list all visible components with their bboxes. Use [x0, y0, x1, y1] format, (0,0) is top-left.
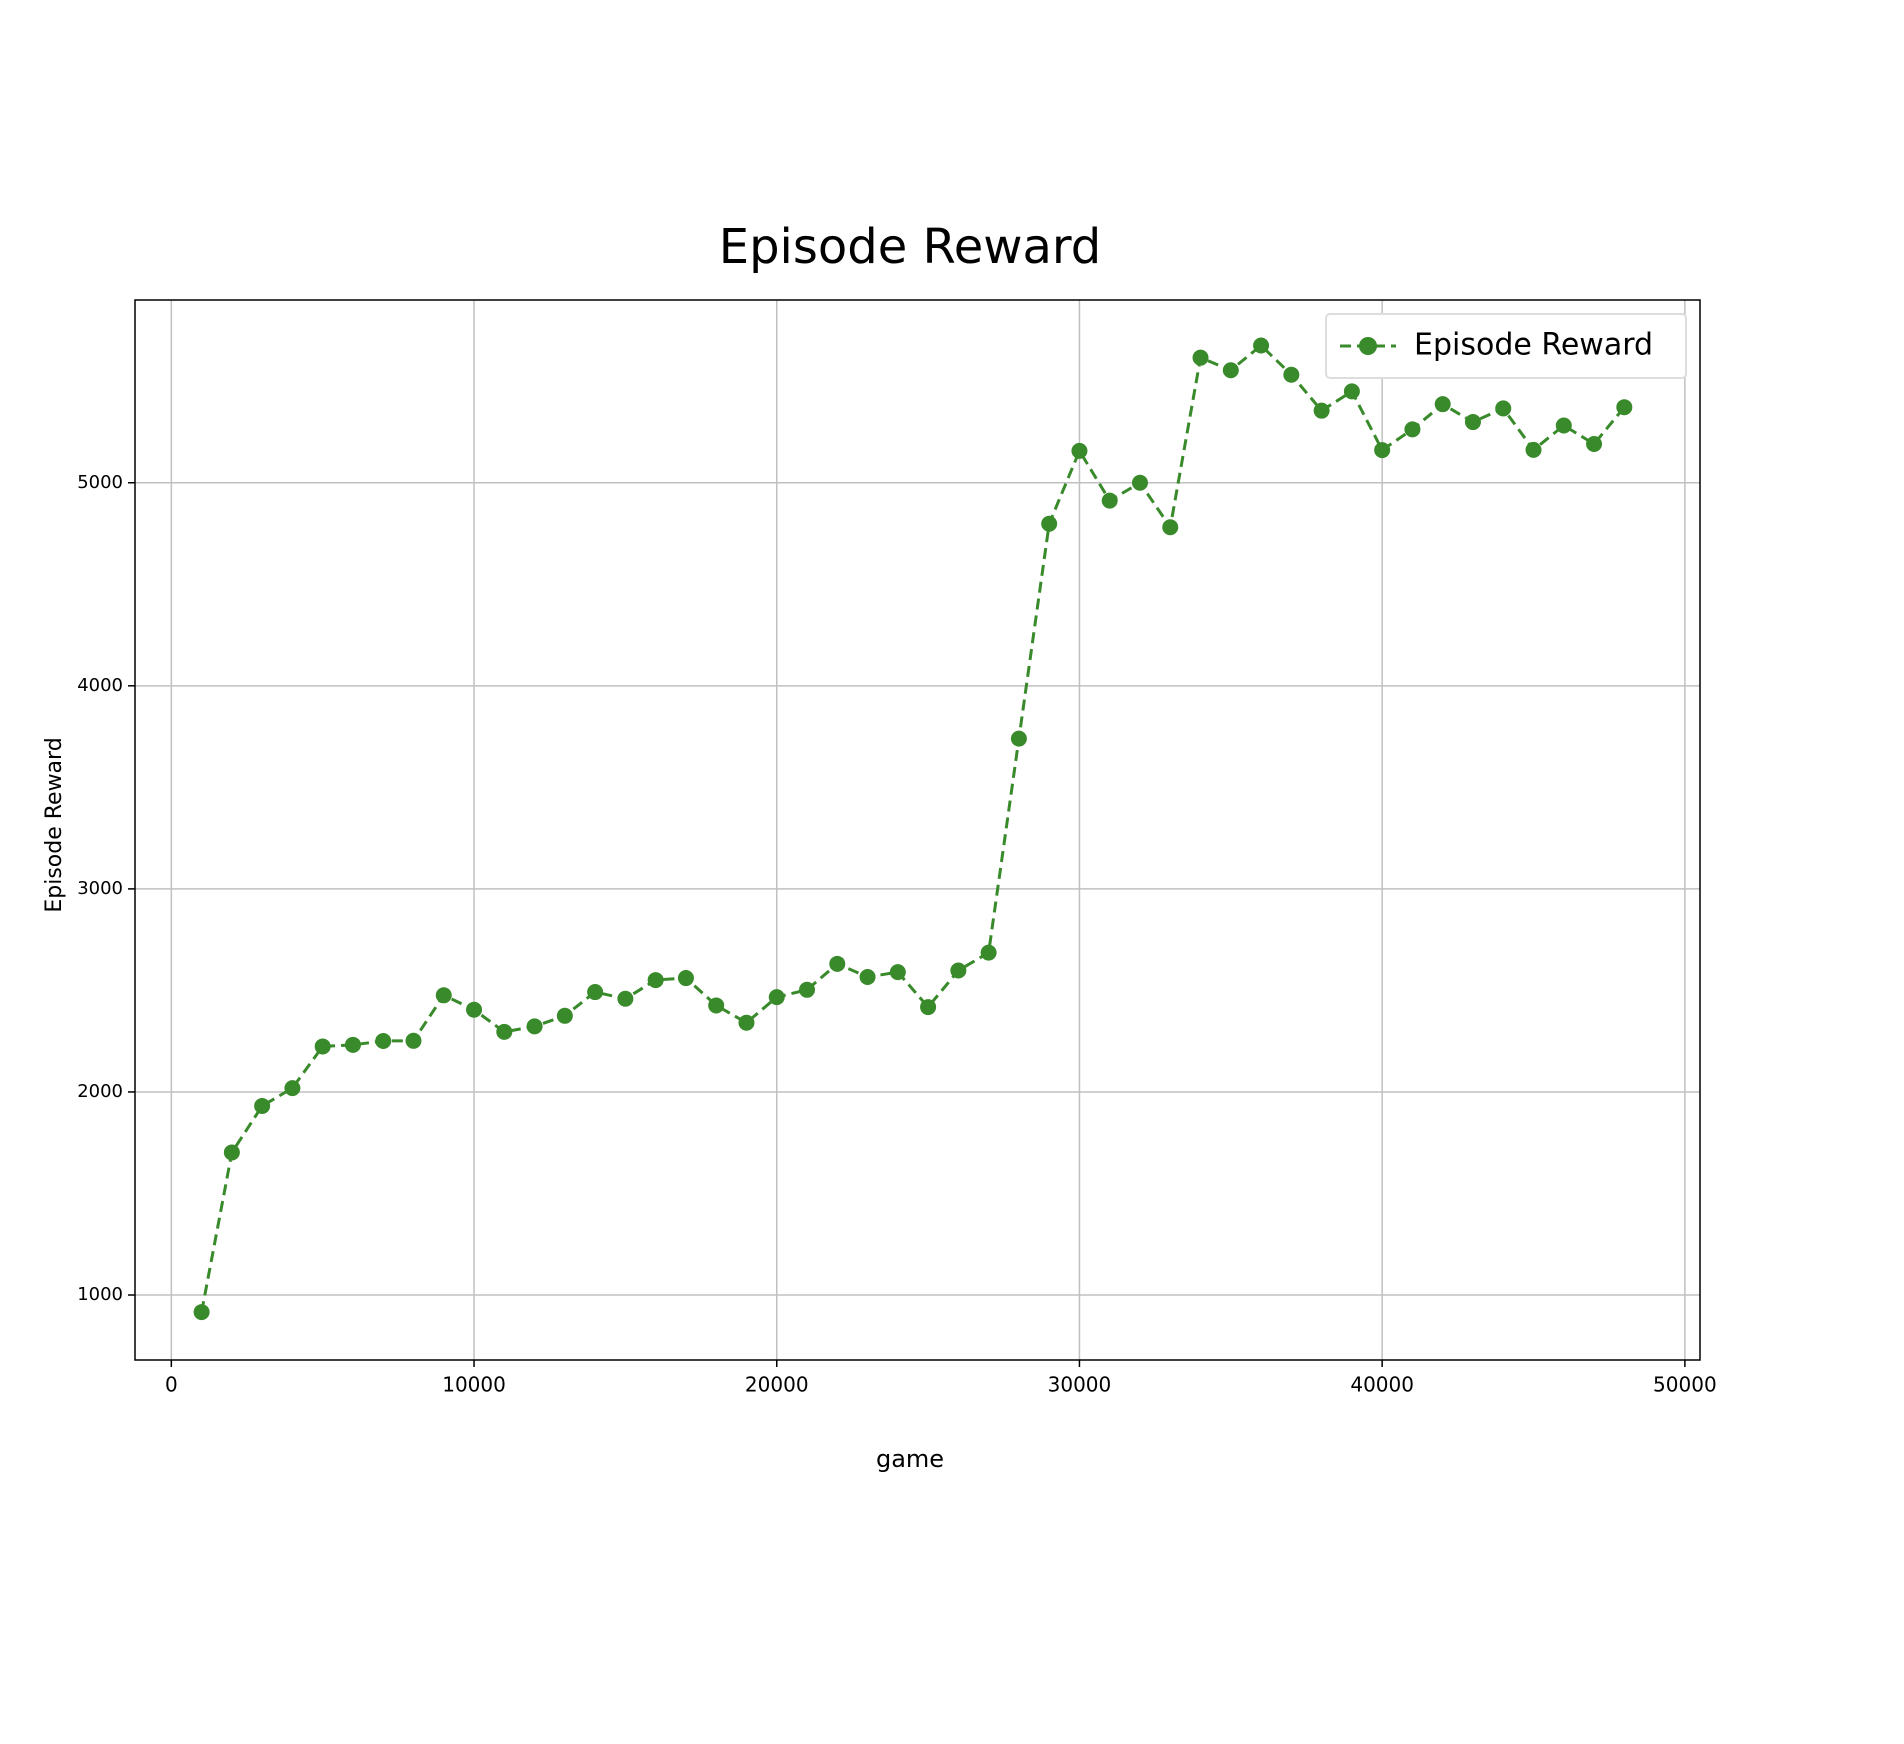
legend-marker — [1359, 337, 1377, 355]
data-point — [1222, 362, 1239, 379]
x-tick-label: 20000 — [745, 1373, 809, 1397]
data-point — [1010, 730, 1027, 747]
x-tick-label: 40000 — [1350, 1373, 1414, 1397]
data-point — [1616, 399, 1633, 416]
data-point — [1495, 400, 1512, 417]
legend-label: Episode Reward — [1414, 328, 1653, 363]
data-point — [920, 999, 937, 1016]
data-point — [284, 1080, 301, 1097]
data-point — [556, 1007, 573, 1024]
data-point — [466, 1001, 483, 1018]
x-tick-label: 10000 — [442, 1373, 506, 1397]
data-point — [1192, 349, 1209, 366]
data-point — [768, 989, 785, 1006]
data-point — [375, 1032, 392, 1049]
data-point — [1555, 417, 1572, 434]
data-point — [738, 1014, 755, 1031]
legend-box — [1325, 313, 1687, 379]
data-point — [889, 964, 906, 981]
x-tick-label: 0 — [165, 1373, 178, 1397]
data-point — [677, 970, 694, 987]
data-point — [1101, 492, 1118, 509]
data-point — [617, 990, 634, 1007]
data-point — [708, 997, 725, 1014]
data-point — [950, 962, 967, 979]
data-point — [314, 1038, 331, 1055]
data-point — [1404, 421, 1421, 438]
y-tick-label: 1000 — [77, 1284, 123, 1305]
y-axis-label: Episode Reward — [42, 737, 67, 912]
y-tick-label: 2000 — [77, 1081, 123, 1102]
data-point — [1374, 442, 1391, 459]
data-point — [1162, 519, 1179, 536]
data-point — [1071, 442, 1088, 459]
data-point — [980, 944, 997, 961]
data-point — [405, 1032, 422, 1049]
data-point — [1434, 396, 1451, 413]
data-point — [526, 1018, 543, 1035]
data-point — [496, 1023, 513, 1040]
data-point — [1283, 366, 1300, 383]
data-point — [647, 972, 664, 989]
x-tick-label: 30000 — [1048, 1373, 1112, 1397]
x-tick-label: 50000 — [1653, 1373, 1717, 1397]
data-point — [1464, 414, 1481, 431]
legend: Episode Reward — [1325, 313, 1687, 379]
data-point — [1525, 441, 1542, 458]
data-point — [223, 1144, 240, 1161]
data-point — [344, 1036, 361, 1053]
x-axis-label: game — [876, 1445, 944, 1473]
data-point — [587, 984, 604, 1001]
data-point — [435, 987, 452, 1004]
data-point — [799, 981, 816, 998]
data-point — [254, 1097, 271, 1114]
y-tick-label: 3000 — [77, 878, 123, 899]
data-point — [1343, 383, 1360, 400]
data-point — [829, 955, 846, 972]
chart-title: Episode Reward — [719, 219, 1102, 275]
data-point — [1253, 337, 1270, 354]
data-point — [1313, 402, 1330, 419]
data-point — [1041, 515, 1058, 532]
data-point — [859, 969, 876, 986]
data-point — [1586, 435, 1603, 452]
plot-frame — [134, 299, 1701, 1361]
series-line — [200, 343, 1626, 1313]
data-point — [1131, 474, 1148, 491]
data-point — [193, 1304, 210, 1321]
y-tick-label: 4000 — [77, 675, 123, 696]
y-tick-label: 5000 — [77, 472, 123, 493]
